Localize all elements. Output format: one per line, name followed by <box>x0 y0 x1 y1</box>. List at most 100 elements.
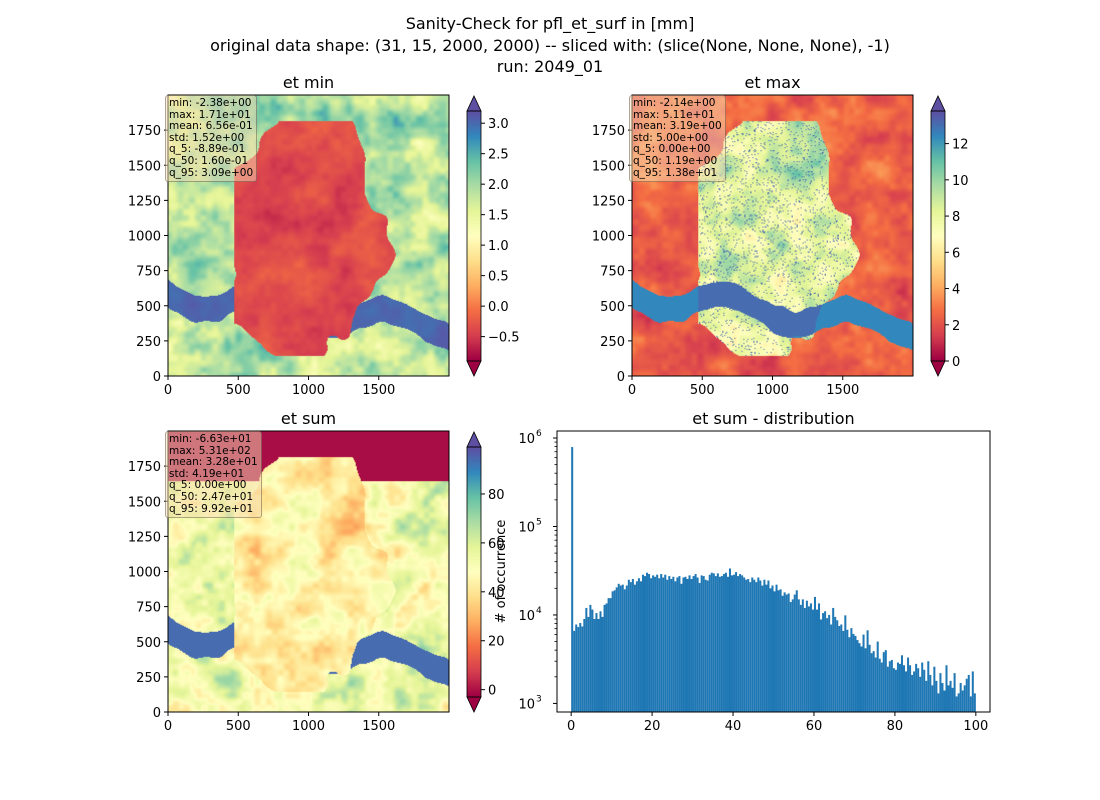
figure-title-line-1: Sanity-Check for pfl_et_surf in [mm] <box>405 14 695 33</box>
histogram-y-tick-label: 10 <box>518 697 535 712</box>
et-min-colorbar-tick-label: 1.0 <box>488 239 509 254</box>
et-sum-y-tick-label: 1000 <box>128 566 161 581</box>
histogram-bar <box>963 685 966 712</box>
histogram-bar <box>921 662 924 712</box>
et-max-colorbar-tick-label: 0 <box>952 355 960 370</box>
histogram-bar <box>656 574 659 712</box>
histogram-bar <box>571 447 574 712</box>
histogram-bar <box>911 674 914 712</box>
et-min-colorbar-frame <box>466 110 482 362</box>
histogram-y-tick-label: 10 <box>518 609 535 624</box>
histogram-bar <box>866 630 869 712</box>
histogram-bar <box>735 572 738 712</box>
histogram-bar <box>822 613 825 712</box>
histogram-bar <box>931 685 934 712</box>
histogram-bar <box>706 580 709 712</box>
et-sum-y-tick-label: 750 <box>136 601 161 616</box>
et-sum-x-tick-label: 1500 <box>362 719 395 734</box>
histogram-bar <box>761 585 764 712</box>
histogram-bar <box>890 659 893 712</box>
histogram-bars <box>571 447 976 712</box>
histogram-bar <box>894 669 897 712</box>
et-min-y-tick-label: 250 <box>136 335 161 350</box>
histogram-x-tick-label: 60 <box>806 719 823 734</box>
et-min-colorbar-tick-label: 2.0 <box>488 178 509 193</box>
histogram-bar <box>785 594 788 712</box>
et-max-y-tick-label: 0 <box>617 370 625 385</box>
histogram-bar <box>652 575 655 712</box>
histogram-bar <box>820 619 823 712</box>
histogram-bar <box>581 626 584 712</box>
et-sum-colorbar-tick-label: 80 <box>488 488 505 503</box>
histogram-bar <box>795 590 798 712</box>
panel-title-et-max: et max <box>744 73 801 92</box>
et-sum-y-tick-label: 1500 <box>128 495 161 510</box>
histogram-bar <box>935 680 938 712</box>
histogram-bar <box>694 574 697 712</box>
histogram-bar <box>862 634 865 712</box>
histogram-bar <box>595 613 598 712</box>
et-max-colorbar-tick-label: 2 <box>952 319 960 334</box>
histogram-bar <box>680 583 683 712</box>
histogram-bar <box>959 683 962 712</box>
et-sum-y-tick-label: 0 <box>153 706 161 721</box>
panel-title-et-sum: et sum <box>280 409 337 428</box>
histogram-bar <box>605 603 608 712</box>
histogram-bar <box>773 591 776 712</box>
et-sum-y-tick-label: 1250 <box>128 530 161 545</box>
histogram-bar <box>898 663 901 712</box>
histogram-bar <box>811 609 814 712</box>
histogram-bar <box>907 657 910 712</box>
et-min-colorbar-tick-label: 0.0 <box>488 300 509 315</box>
histogram-bar <box>900 655 903 712</box>
et-sum-x-tick-label: 1000 <box>292 719 325 734</box>
histogram-bar <box>623 589 626 712</box>
histogram-bar <box>733 574 736 712</box>
et-min-colorbar-tick-label: 0.5 <box>488 270 509 285</box>
histogram-bar <box>670 578 673 712</box>
histogram-bar <box>878 658 881 712</box>
histogram-bar <box>969 696 972 712</box>
et-min-x-tick-label: 0 <box>164 383 172 398</box>
histogram-bar <box>805 600 808 712</box>
histogram-bar <box>826 618 829 712</box>
et-max-y-tick-label: 1500 <box>592 159 625 174</box>
stats-box-et-min: min: -2.38e+00 max: 1.71e+01 mean: 6.56e… <box>165 95 258 183</box>
histogram-bar <box>702 576 705 712</box>
histogram-bar <box>648 574 651 712</box>
histogram-bar <box>704 579 707 712</box>
histogram-bar <box>832 607 835 712</box>
histogram-bar <box>882 652 885 712</box>
stats-box-et-max: min: -2.14e+00 max: 5.11e+01 mean: 3.19e… <box>629 95 726 183</box>
histogram-bar <box>676 577 679 712</box>
histogram-bar <box>601 616 604 712</box>
et-min-colorbar-tick-label: 2.5 <box>488 148 509 163</box>
histogram-bar <box>838 626 841 712</box>
histogram-bar <box>662 577 665 712</box>
histogram-bar <box>747 578 750 712</box>
histogram-bar <box>868 644 871 712</box>
histogram-bar <box>660 574 663 712</box>
histogram-bar <box>769 588 772 712</box>
histogram-bar <box>789 602 792 712</box>
et-max-y-tick-label: 1250 <box>592 194 625 209</box>
histogram-bar <box>589 604 592 712</box>
histogram-bar <box>965 678 968 712</box>
histogram-bar <box>692 576 695 712</box>
histogram-bar <box>637 578 640 712</box>
histogram-bar <box>613 590 616 712</box>
et-sum-colorbar-tick-label: 0 <box>488 684 496 699</box>
et-max-x-tick-label: 1000 <box>756 383 789 398</box>
histogram-bar <box>641 574 645 712</box>
histogram-bar <box>658 578 661 712</box>
histogram-bar <box>957 693 960 712</box>
histogram-bar <box>767 580 770 712</box>
histogram-bar <box>874 657 877 712</box>
et-max-colorbar-frame <box>930 110 946 362</box>
figure-title-line-2: original data shape: (31, 15, 2000, 2000… <box>210 36 890 55</box>
et-max-colorbar-tick-label: 4 <box>952 283 960 298</box>
et-min-y-tick-label: 0 <box>153 370 161 385</box>
